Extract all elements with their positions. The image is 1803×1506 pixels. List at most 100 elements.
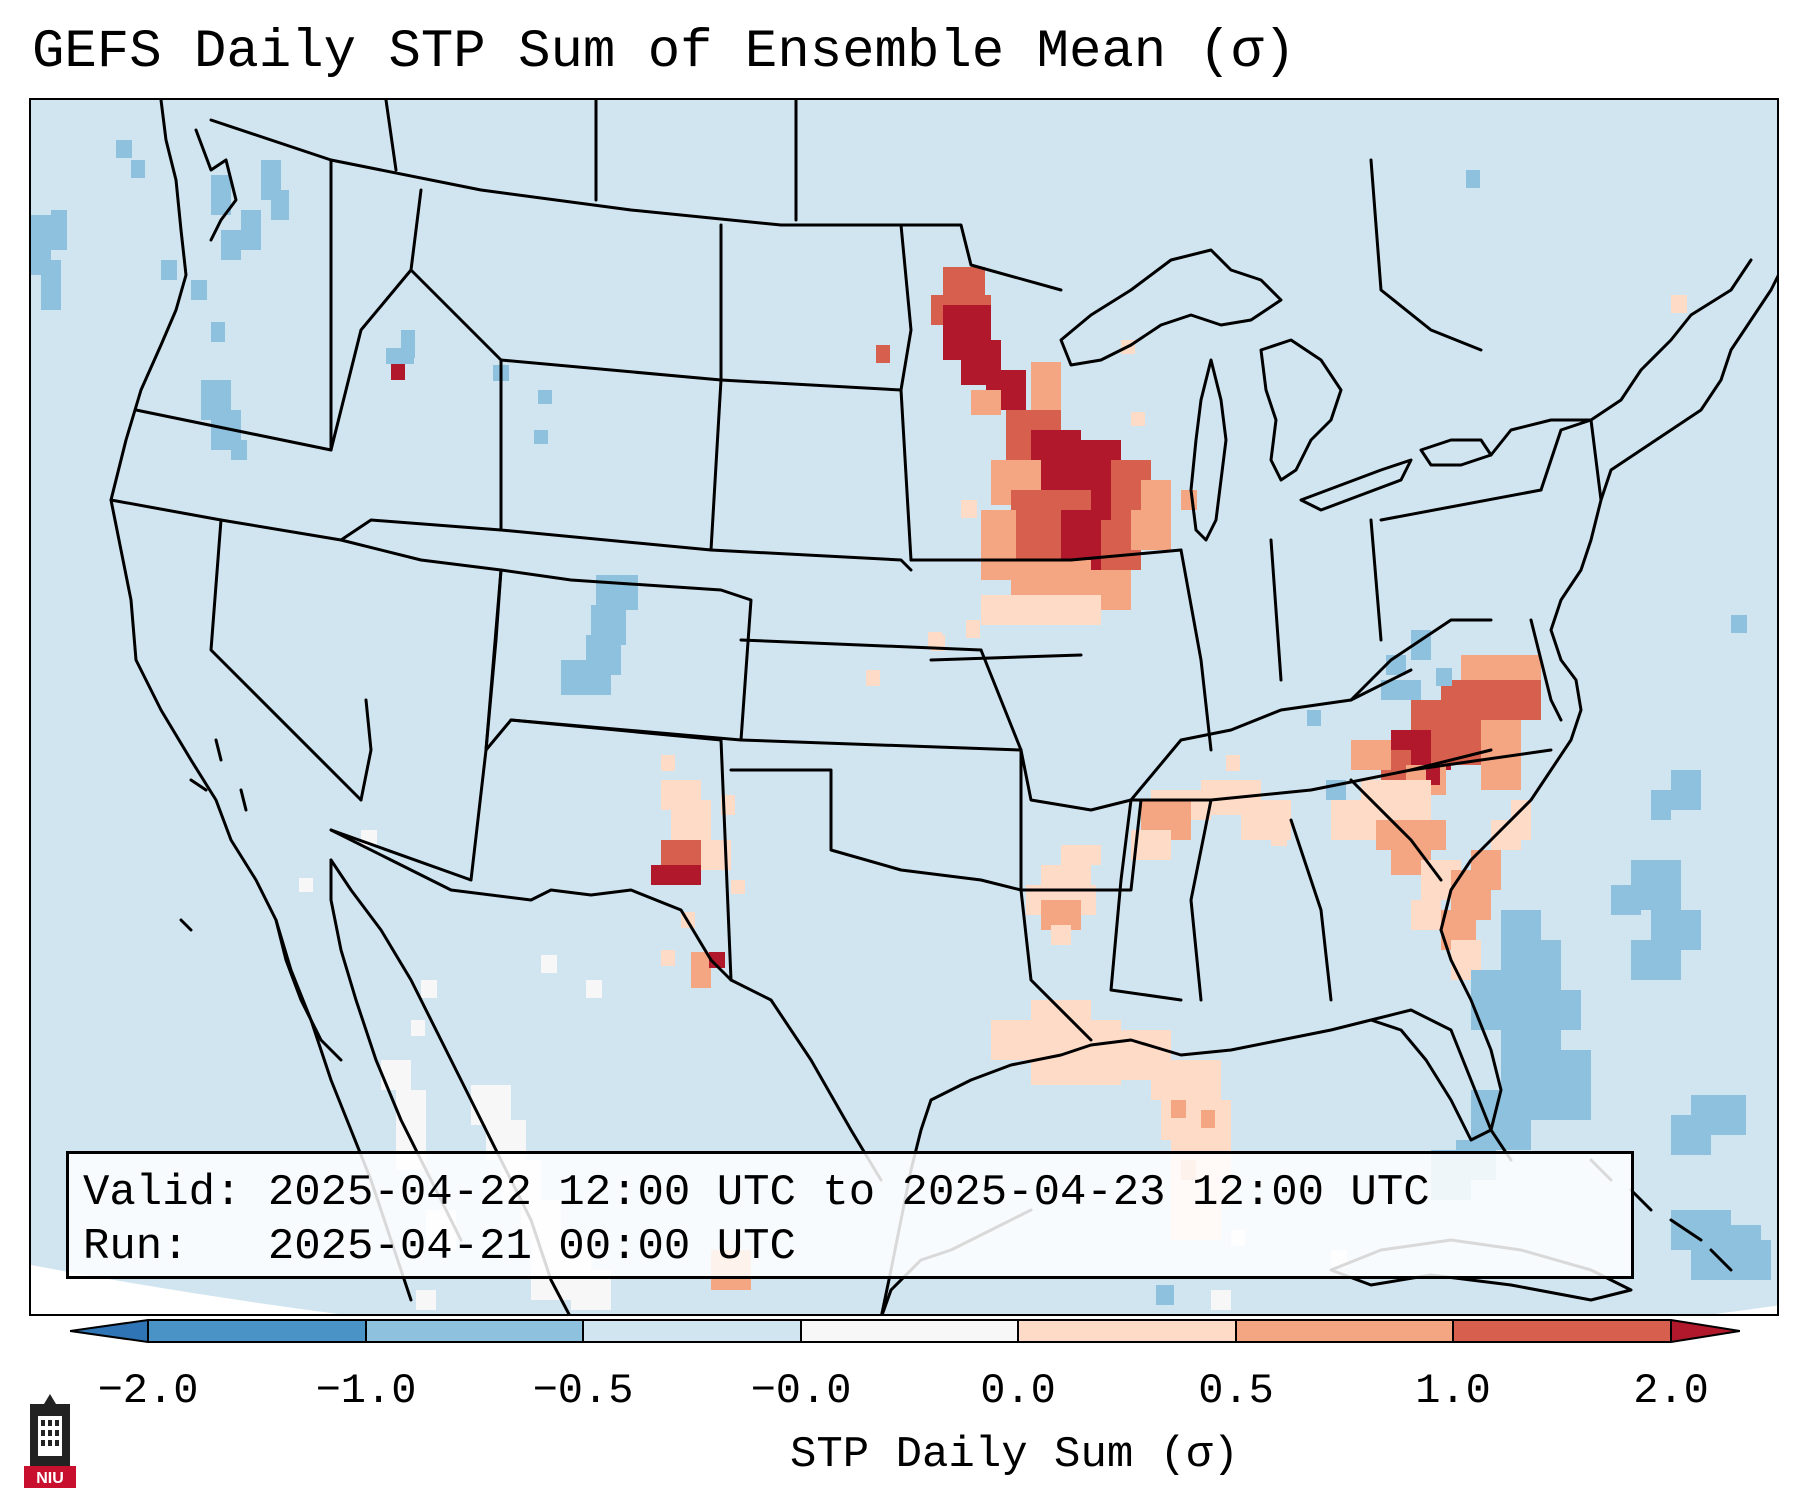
- state-line-ny-vt: [1539, 418, 1593, 492]
- run-label: Run:: [83, 1222, 189, 1272]
- state-line-tn: [1129, 748, 1493, 802]
- stp-cell: [1011, 560, 1091, 600]
- colorbar-tick-label: −1.0: [315, 1367, 417, 1415]
- stp-cell: [1466, 170, 1480, 188]
- stp-cell: [421, 980, 437, 998]
- stp-cell: [416, 1290, 436, 1310]
- stp-cell: [221, 230, 241, 260]
- state-line-la: [1019, 888, 1093, 1042]
- state-line-pa-ny: [1379, 488, 1543, 522]
- stp-cell: [161, 260, 177, 280]
- stp-cell: [661, 755, 675, 771]
- stp-cell: [299, 878, 313, 892]
- stp-cell: [1731, 1225, 1761, 1255]
- stp-cell: [41, 260, 61, 310]
- stp-cell: [51, 210, 67, 250]
- stp-cell: [1511, 800, 1531, 840]
- state-line-sc-ga: [1349, 778, 1443, 882]
- stp-cell: [231, 440, 247, 460]
- colorbar-ticks: [147, 1320, 1672, 1342]
- state-line-id: [329, 188, 423, 452]
- state-line-az-mx: [329, 828, 473, 882]
- state-line-nd-sd: [719, 378, 903, 392]
- stp-cell: [1671, 295, 1687, 313]
- stp-cell: [1171, 1100, 1186, 1118]
- map-canvas: [31, 100, 1777, 1314]
- colorbar: [70, 1319, 1740, 1343]
- state-line-va-wv: [1349, 618, 1493, 702]
- stp-cell: [1531, 1050, 1591, 1120]
- colorbar-segment: [366, 1320, 583, 1342]
- colorbar-segment: [583, 1320, 801, 1342]
- state-line-ca-az: [359, 698, 373, 802]
- stp-cell: [1051, 925, 1071, 945]
- state-line-sd-ne: [709, 548, 913, 572]
- stp-cell: [981, 595, 1071, 625]
- stp-cell: [1671, 770, 1701, 810]
- stp-cell: [1031, 362, 1061, 412]
- gulf-coastline: [880, 928, 1503, 1314]
- map-panel[interactable]: [29, 98, 1779, 1316]
- stp-cell: [386, 348, 414, 364]
- stp-cell: [1551, 990, 1581, 1030]
- stp-field: [31, 140, 1771, 1310]
- colorbar-segment: [1018, 1320, 1236, 1342]
- stp-cell: [716, 855, 730, 869]
- state-line-az-nm: [469, 568, 503, 882]
- stp-cell: [211, 175, 231, 215]
- stp-cell: [1671, 1115, 1711, 1155]
- stp-cell: [1131, 510, 1171, 550]
- stp-cell: [596, 575, 638, 610]
- lake-erie: [1299, 458, 1413, 512]
- state-line-ia-mo: [929, 653, 1083, 662]
- stp-cell: [541, 955, 557, 973]
- state-line-wy: [499, 358, 723, 552]
- state-line-wa-or: [134, 408, 333, 452]
- province-line: [384, 100, 398, 172]
- stp-cell: [271, 190, 289, 220]
- puget-sound: [194, 128, 238, 242]
- stp-cell: [1671, 910, 1701, 950]
- lake-michigan: [1189, 358, 1228, 542]
- stp-cell: [1381, 680, 1421, 700]
- stp-cell: [391, 362, 405, 380]
- islands-pacific: [179, 738, 248, 932]
- stp-cell: [876, 345, 890, 363]
- state-line-mo: [979, 648, 1133, 812]
- stp-cell: [1226, 755, 1240, 771]
- stp-cell: [961, 500, 977, 518]
- state-line-mn: [899, 223, 913, 562]
- stp-cell: [971, 390, 1001, 415]
- state-line-id-nv: [339, 518, 503, 542]
- logo-text: NIU: [36, 1470, 64, 1487]
- stp-cell: [1061, 845, 1101, 865]
- stp-cell: [731, 880, 745, 894]
- stp-cell: [928, 632, 942, 648]
- valid-label: Valid:: [83, 1168, 242, 1218]
- canada-border-east: [1489, 258, 1753, 457]
- colorbar-segment: [1236, 1320, 1453, 1342]
- stp-cell: [1611, 885, 1641, 915]
- state-line-ms: [1109, 798, 1183, 1002]
- stp-cell: [651, 865, 701, 885]
- stp-cell: [991, 1020, 1121, 1060]
- colorbar-segment: [148, 1320, 366, 1342]
- lake-superior: [1059, 248, 1283, 367]
- florida-coast: [1369, 1008, 1513, 1162]
- stp-cell: [1151, 1060, 1221, 1100]
- colorbar-segment: [1453, 1320, 1671, 1342]
- stp-cell: [671, 800, 711, 840]
- stp-cell: [561, 660, 611, 695]
- lake-huron: [1259, 338, 1343, 482]
- stp-cell: [866, 670, 880, 686]
- mexico-border: [329, 828, 883, 1182]
- stp-cell: [241, 210, 261, 250]
- stp-cell: [661, 950, 675, 966]
- university-tower-icon: NIU: [24, 1394, 76, 1488]
- stp-cell: [211, 322, 225, 342]
- stp-cell: [1211, 1290, 1231, 1310]
- colorbar-tick-label: −0.5: [532, 1367, 634, 1415]
- stp-cell: [586, 980, 602, 998]
- colorbar-extend-low: [70, 1320, 148, 1342]
- valid-value: 2025-04-22 12:00 UTC to 2025-04-23 12:00…: [267, 1168, 1430, 1218]
